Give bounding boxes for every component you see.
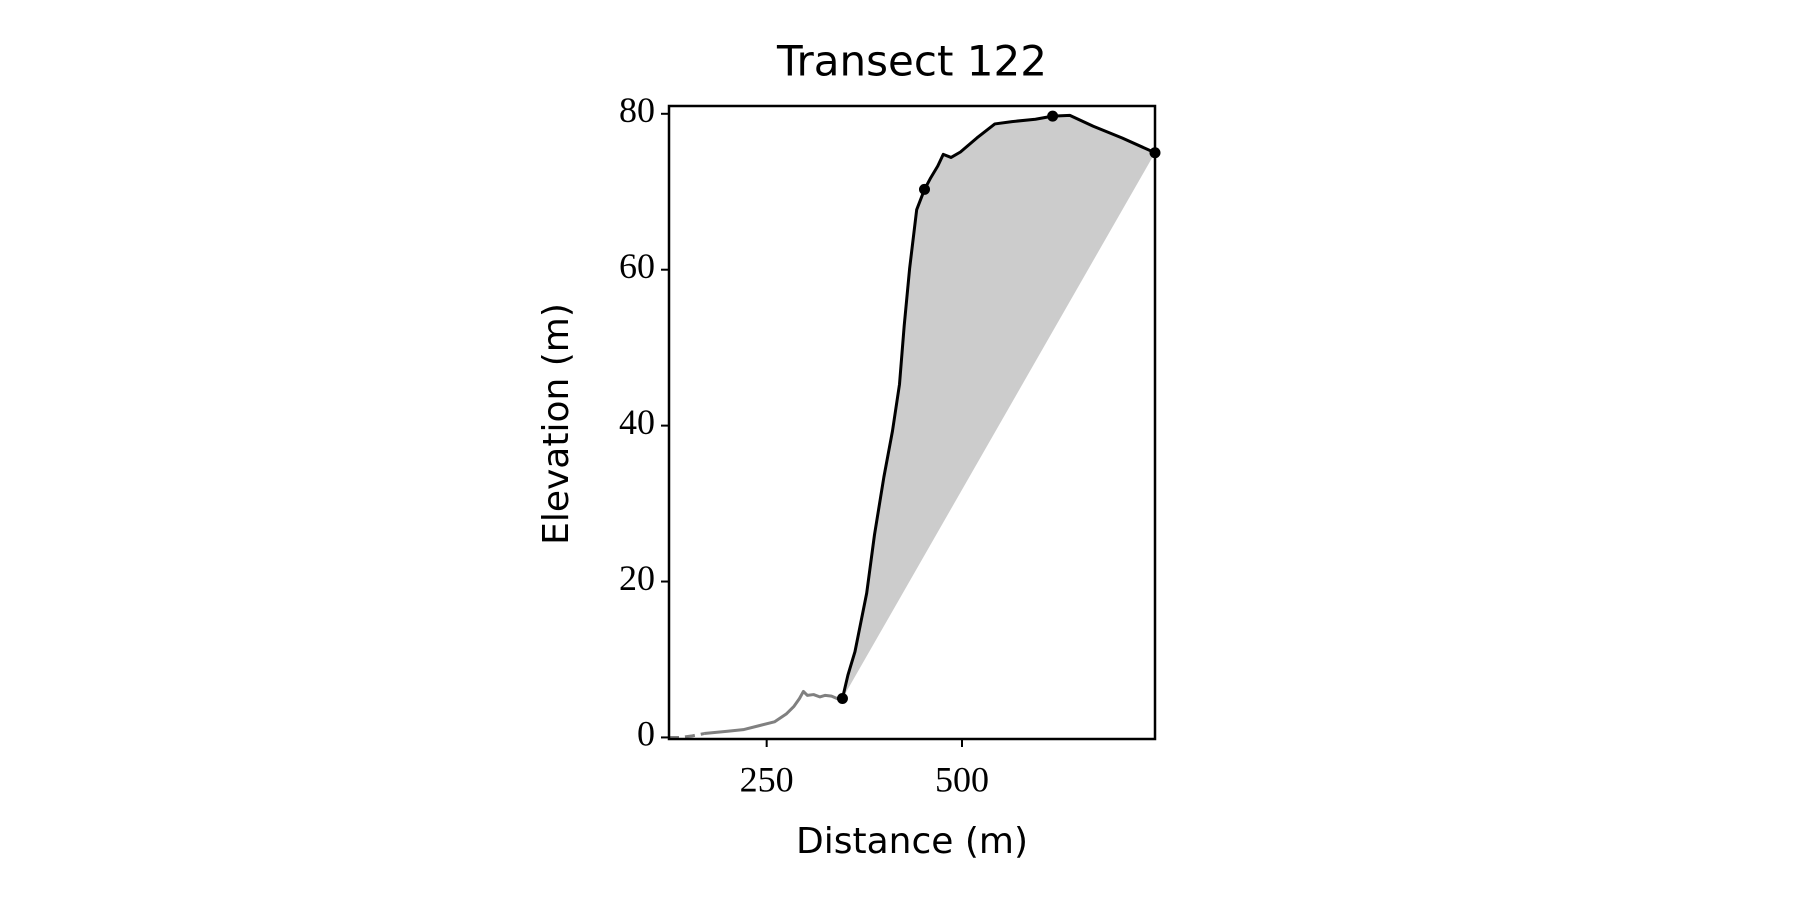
profile-line xyxy=(704,689,843,736)
point-marker xyxy=(836,692,848,704)
y-tick-label: 0 xyxy=(637,714,655,754)
x-tick-label: 250 xyxy=(740,759,794,799)
profile-line xyxy=(669,732,705,739)
point-marker xyxy=(1047,110,1059,122)
y-axis-label: Elevation (m) xyxy=(536,303,577,545)
chart-title: Transect 122 xyxy=(776,37,1047,86)
y-tick-label: 40 xyxy=(619,402,655,442)
x-tick-label: 500 xyxy=(935,759,989,799)
x-axis-label: Distance (m) xyxy=(796,821,1028,862)
y-tick-label: 60 xyxy=(619,246,655,286)
point-marker xyxy=(919,183,931,195)
y-tick-label: 20 xyxy=(619,558,655,598)
y-tick-label: 80 xyxy=(619,90,655,130)
plot-frame xyxy=(667,104,1157,741)
area-fill xyxy=(842,115,1155,699)
